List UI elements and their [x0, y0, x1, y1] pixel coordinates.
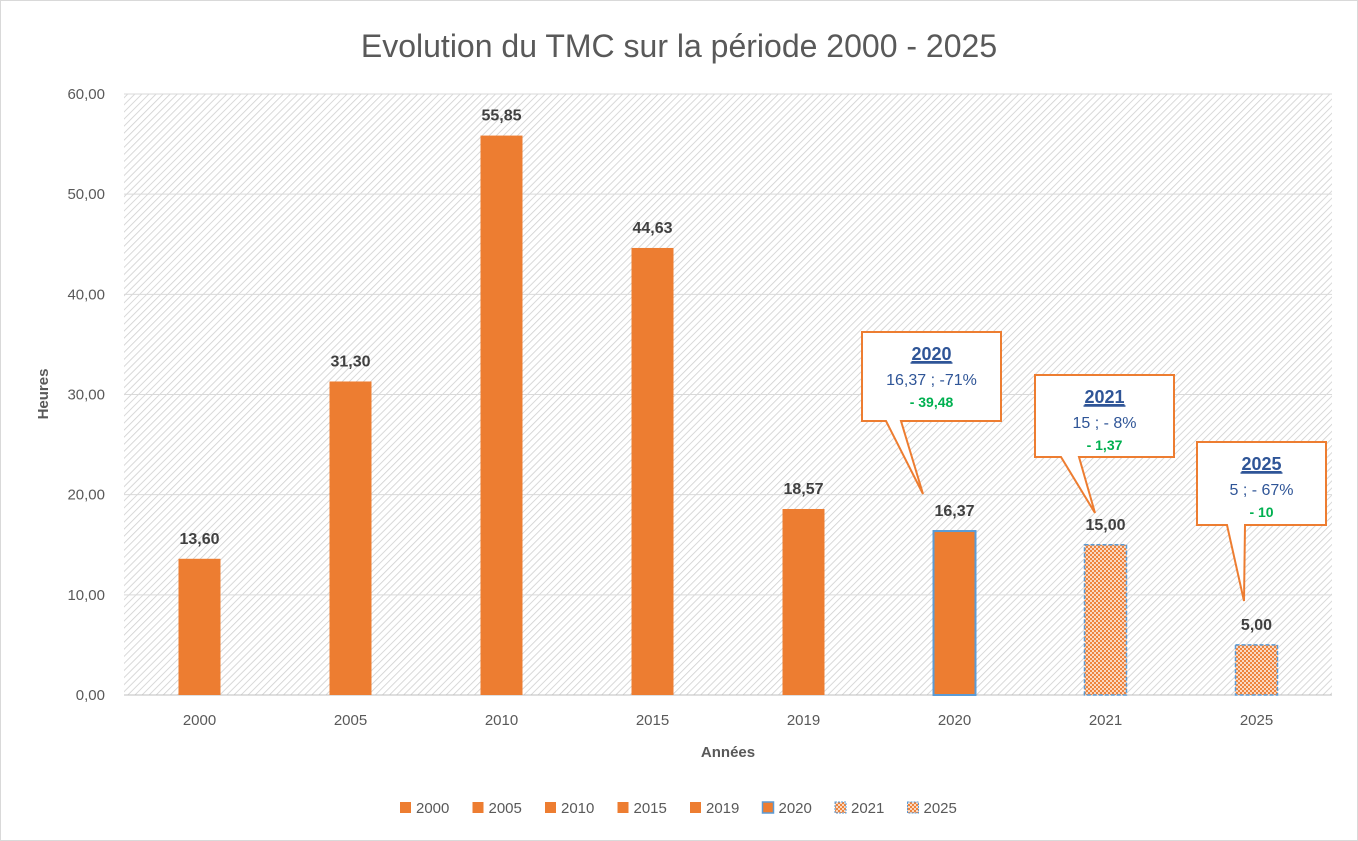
chart-title: Evolution du TMC sur la période 2000 - 2…: [361, 28, 997, 64]
callout-title: 2021: [1084, 387, 1124, 407]
callout-box: [861, 331, 1002, 495]
gridlines: [124, 93, 1332, 596]
x-tick-label: 2020: [938, 712, 971, 729]
legend-label: 2021: [851, 800, 884, 817]
y-tick-label: 10,00: [67, 587, 105, 604]
legend-swatch-2000: [400, 802, 411, 813]
x-tick-label: 2019: [787, 712, 820, 729]
callout-line1: 16,37 ; -71%: [886, 372, 977, 389]
legend-label: 2020: [779, 800, 812, 817]
callout-title: 2020: [911, 344, 951, 364]
x-tick-label: 2015: [636, 712, 669, 729]
legend-label: 2025: [924, 800, 957, 817]
bar-2021: [1083, 544, 1128, 696]
y-tick-label: 30,00: [67, 387, 105, 404]
x-axis-title: Années: [701, 744, 755, 761]
callout-line2: - 39,48: [910, 394, 954, 410]
legend-label: 2015: [634, 800, 667, 817]
x-tick-label: 2005: [334, 712, 367, 729]
callout-title: 2025: [1241, 454, 1281, 474]
value-label: 16,37: [934, 503, 974, 520]
value-label: 31,30: [330, 353, 370, 370]
value-label: 44,63: [632, 220, 672, 237]
y-axis-ticks: 0,00 10,00 20,00 30,00 40,00 50,00 60,00: [67, 86, 105, 704]
x-tick-label: 2000: [183, 712, 216, 729]
x-tick-label: 2025: [1240, 712, 1273, 729]
callout-2020: 2020 16,37 ; -71% - 39,48: [861, 331, 1002, 495]
value-label: 18,57: [783, 481, 823, 498]
callout-2025: 2025 5 ; - 67% - 10: [1196, 441, 1327, 602]
bar-2000: [178, 558, 221, 695]
legend-label: 2000: [416, 800, 449, 817]
y-axis-title: Heures: [35, 369, 52, 420]
legend-swatch-2020: [761, 801, 775, 814]
y-tick-label: 60,00: [67, 86, 105, 103]
legend: 2000 2005 2010 2015 2019 2020 2021 2025: [400, 800, 957, 817]
legend-label: 2005: [489, 800, 522, 817]
value-label: 5,00: [1241, 617, 1272, 634]
legend-swatch-2010: [545, 802, 556, 813]
x-tick-label: 2010: [485, 712, 518, 729]
y-tick-label: 0,00: [76, 687, 105, 704]
y-tick-label: 40,00: [67, 286, 105, 303]
legend-swatch-2015: [617, 802, 629, 813]
legend-swatch-2005: [472, 802, 484, 813]
value-label: 15,00: [1085, 517, 1125, 534]
legend-swatch-2025: [907, 801, 919, 814]
callout-line2: - 1,37: [1087, 437, 1123, 453]
bar-2025: [1234, 644, 1279, 696]
legend-label: 2010: [561, 800, 594, 817]
bar-2020: [932, 530, 977, 696]
callout-line1: 5 ; - 67%: [1229, 482, 1293, 499]
legend-label: 2019: [706, 800, 739, 817]
y-tick-label: 50,00: [67, 186, 105, 203]
callout-box: [1034, 374, 1175, 514]
value-label: 13,60: [179, 531, 219, 548]
bar-2010: [480, 135, 523, 696]
bar-2005: [329, 381, 372, 695]
x-axis-ticks: 2000 2005 2010 2015 2019 2020 2021 2025: [183, 712, 1273, 729]
bar-2019: [782, 508, 825, 695]
callouts: 2020 16,37 ; -71% - 39,48 2021 15 ; - 8% - 1,…: [861, 331, 1327, 602]
value-label: 55,85: [481, 108, 521, 125]
callout-line1: 15 ; - 8%: [1072, 415, 1136, 432]
legend-swatch-2021: [834, 801, 847, 814]
bars: 13,60 31,30 55,85 44,63 18,57 16,37 15,00 5,00: [178, 108, 1279, 696]
callout-2021: 2021 15 ; - 8% - 1,37: [1034, 374, 1175, 514]
bar-2015: [631, 247, 674, 695]
x-tick-label: 2021: [1089, 712, 1122, 729]
callout-line2: - 10: [1249, 504, 1273, 520]
legend-swatch-2019: [690, 802, 701, 813]
y-tick-label: 20,00: [67, 487, 105, 504]
callout-box: [1196, 441, 1327, 602]
